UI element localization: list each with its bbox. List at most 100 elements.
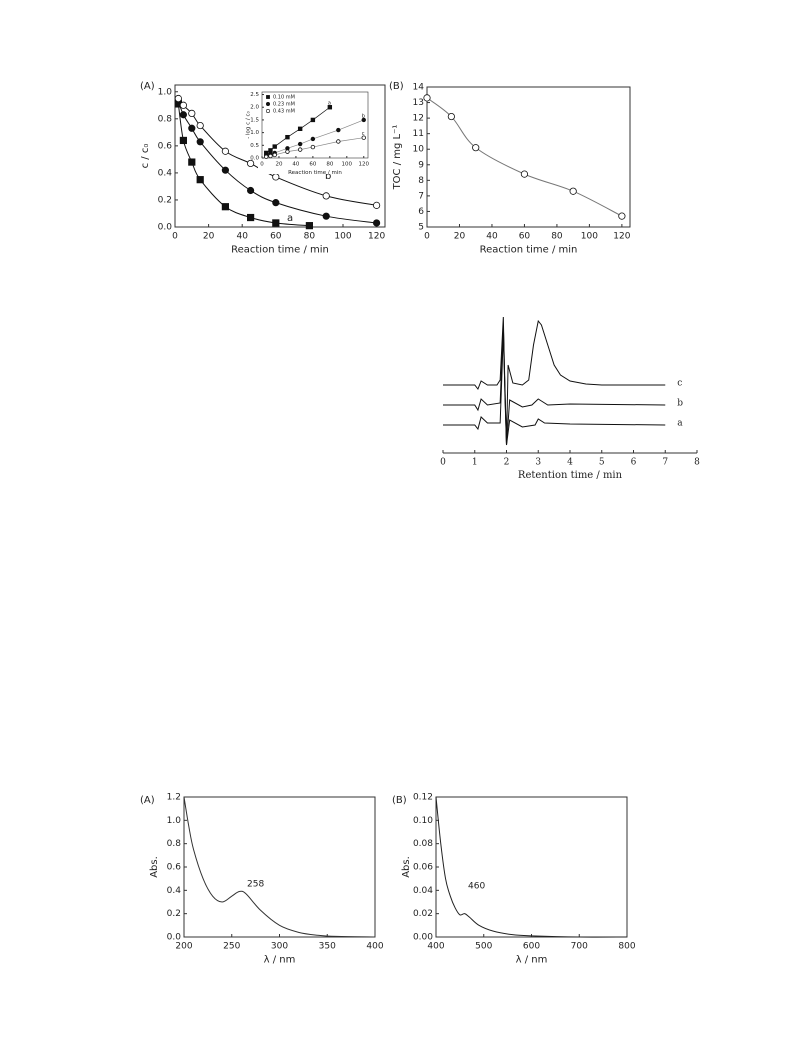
x-tick-label: 20 xyxy=(203,232,215,242)
panel-label: (B) xyxy=(392,795,407,806)
x-axis-label: Reaction time / min xyxy=(480,245,578,256)
x-axis-label: Reaction time / min xyxy=(288,170,342,176)
marker xyxy=(285,149,290,154)
plot-frame xyxy=(261,91,369,159)
curve-label: a xyxy=(328,101,331,107)
y-axis-label: Abs. xyxy=(401,856,412,878)
x-axis-label: λ / nm xyxy=(264,955,296,966)
marker xyxy=(272,144,277,149)
y-tick-label: 0.4 xyxy=(158,168,173,178)
marker xyxy=(372,201,381,209)
y-tick-label: 1.0 xyxy=(167,816,182,826)
marker xyxy=(196,138,204,146)
marker xyxy=(179,101,187,109)
legend-label: 0.10 mM xyxy=(273,95,295,101)
marker xyxy=(247,159,255,168)
y-tick-label: 1.0 xyxy=(250,130,259,136)
x-tick-label: 3 xyxy=(535,458,541,468)
marker xyxy=(179,136,187,145)
marker xyxy=(361,135,366,140)
y-tick-label: 0.06 xyxy=(413,863,433,873)
x-tick-label: 80 xyxy=(304,232,316,242)
x-axis-label: Reaction time / min xyxy=(231,245,329,256)
y-tick-label: 0.02 xyxy=(413,909,433,919)
curve-label: a xyxy=(677,419,683,429)
series-line xyxy=(443,324,666,446)
x-tick-label: 800 xyxy=(618,942,635,952)
marker xyxy=(221,147,229,155)
x-axis-label: λ / nm xyxy=(516,955,548,966)
curve-label: c xyxy=(362,131,365,137)
plot-frame xyxy=(174,84,386,228)
x-tick-label: 7 xyxy=(662,458,668,468)
marker xyxy=(247,186,255,195)
marker xyxy=(264,154,269,159)
x-tick-label: 300 xyxy=(271,942,288,952)
y-tick-label: 0.04 xyxy=(413,886,433,896)
legend-marker xyxy=(265,109,270,114)
y-tick-label: 0.2 xyxy=(167,909,181,919)
marker xyxy=(272,219,280,227)
x-tick-label: 200 xyxy=(175,942,192,952)
x-axis-label: Retention time / min xyxy=(518,470,623,481)
x-tick-label: 120 xyxy=(368,232,385,242)
y-tick-label: 1.0 xyxy=(158,87,173,97)
x-tick-label: 5 xyxy=(599,458,605,468)
legend-label: 0.43 mM xyxy=(273,109,295,115)
y-tick-label: 0.5 xyxy=(250,143,259,149)
marker xyxy=(188,109,196,118)
y-tick-label: 5 xyxy=(418,223,424,233)
panel-label: (B) xyxy=(389,81,404,92)
y-axis-label: - log c / c₀ xyxy=(246,110,252,138)
y-tick-label: 7 xyxy=(418,191,424,201)
y-tick-label: 2.5 xyxy=(250,92,259,98)
y-axis-label: c / c₀ xyxy=(140,144,151,169)
marker xyxy=(472,144,480,152)
marker xyxy=(246,213,255,222)
curve-label: a xyxy=(287,213,293,224)
marker xyxy=(618,212,626,220)
marker xyxy=(268,148,273,153)
marker xyxy=(447,112,455,121)
y-tick-label: 0.6 xyxy=(158,141,173,151)
marker xyxy=(322,192,330,200)
curve-label: b xyxy=(677,399,683,409)
marker xyxy=(221,203,229,211)
marker xyxy=(174,94,182,103)
x-tick-label: 60 xyxy=(270,232,282,242)
x-tick-label: 8 xyxy=(694,458,700,468)
peak-annotation: 460 xyxy=(468,882,485,892)
x-tick-label: 0 xyxy=(172,232,178,242)
legend-label: 0.23 mM xyxy=(273,102,295,108)
x-tick-label: 40 xyxy=(292,161,299,167)
marker xyxy=(188,158,196,166)
x-tick-label: 120 xyxy=(359,161,370,167)
chart: 0 20 40 60 80 100 120 5 6 7 8 9 10 11 12 13 14 Reaction t… xyxy=(389,81,631,256)
legend-marker xyxy=(265,102,270,107)
y-tick-label: 6 xyxy=(418,207,424,217)
x-tick-label: 20 xyxy=(275,161,282,167)
y-tick-label: 0.0 xyxy=(250,156,259,162)
series-line xyxy=(183,796,376,938)
legend-marker xyxy=(266,95,270,99)
x-tick-label: 40 xyxy=(236,232,248,242)
marker xyxy=(297,141,303,147)
x-tick-label: 60 xyxy=(519,232,531,242)
marker xyxy=(268,153,273,159)
chart: 200 250 300 350 400 0.0 0.2 0.4 0.6 0.8 1.0 1.2 λ / … xyxy=(140,793,384,966)
x-tick-label: 0 xyxy=(260,161,264,167)
curve-label: c xyxy=(677,379,682,389)
x-tick-label: 0 xyxy=(424,232,430,242)
x-tick-label: 40 xyxy=(486,232,498,242)
marker xyxy=(297,126,303,132)
chart: 0 20 40 60 80 100 120 0.0 0.2 0.4 0.6 0.8 1.0 Reactio… xyxy=(140,81,386,256)
x-tick-label: 2 xyxy=(504,458,510,468)
y-tick-label: 14 xyxy=(413,83,425,93)
y-tick-label: 1.2 xyxy=(167,793,181,803)
marker xyxy=(179,111,187,119)
y-tick-label: 8 xyxy=(418,176,424,186)
y-tick-label: 0.0 xyxy=(158,223,173,233)
x-tick-label: 80 xyxy=(551,232,563,242)
y-axis-label: Abs. xyxy=(149,856,160,878)
